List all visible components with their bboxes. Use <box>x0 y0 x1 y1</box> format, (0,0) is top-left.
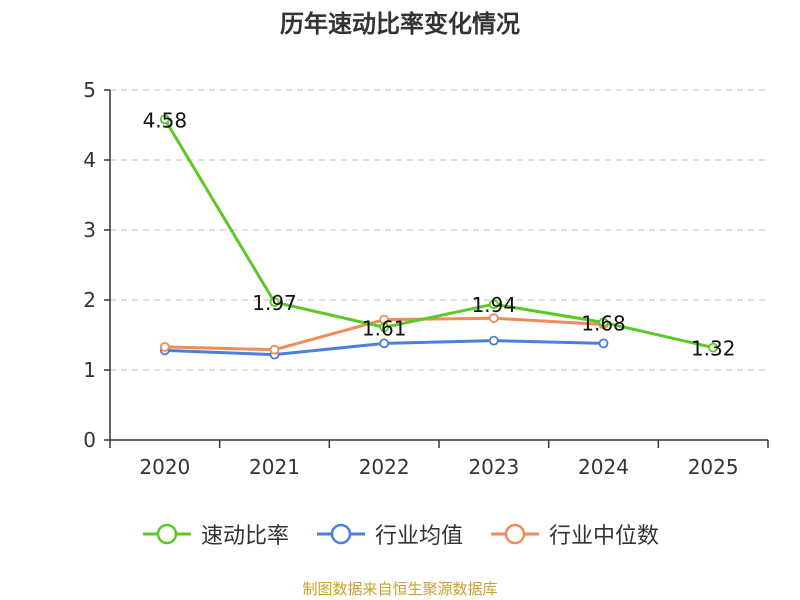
x-tick-label: 2025 <box>688 455 739 479</box>
x-tick-label: 2024 <box>578 455 629 479</box>
chart-title: 历年速动比率变化情况 <box>280 10 520 38</box>
y-tick-label: 0 <box>83 428 96 452</box>
legend-line-icon <box>491 523 539 545</box>
legend-item-industry-median[interactable]: 行业中位数 <box>489 518 659 550</box>
data-label: 1.97 <box>252 291 297 315</box>
data-point <box>379 338 390 349</box>
x-tick-label: 2021 <box>249 455 300 479</box>
legend: 速动比率 行业均值 行业中位数 <box>0 518 800 550</box>
y-tick-label: 1 <box>83 358 96 382</box>
data-label: 1.61 <box>362 316 407 340</box>
legend-item-quick-ratio[interactable]: 速动比率 <box>141 518 289 550</box>
legend-label: 行业中位数 <box>549 524 660 549</box>
legend-line-icon <box>142 523 191 545</box>
legend-item-industry-mean[interactable]: 行业均值 <box>315 518 463 550</box>
source-note: 制图数据来自恒生聚源数据库 <box>302 580 498 598</box>
data-label: 4.58 <box>143 108 188 132</box>
data-point <box>159 341 170 352</box>
data-point <box>708 342 719 353</box>
data-point <box>488 313 499 324</box>
legend-label: 行业均值 <box>374 524 463 549</box>
x-tick-label: 2023 <box>468 455 519 479</box>
data-point <box>379 322 390 333</box>
y-tick-label: 5 <box>83 78 96 102</box>
data-point <box>269 344 280 355</box>
data-point <box>269 297 280 308</box>
legend-label: 速动比率 <box>200 524 289 549</box>
data-label: 1.68 <box>581 311 626 335</box>
data-point <box>488 335 499 346</box>
data-point <box>598 317 609 328</box>
x-tick-label: 2020 <box>139 455 190 479</box>
data-label: 1.32 <box>691 337 736 361</box>
y-tick-label: 3 <box>83 218 96 242</box>
data-point <box>488 299 499 310</box>
series-line <box>163 118 714 350</box>
data-point <box>598 338 609 349</box>
x-tick-label: 2022 <box>359 455 410 479</box>
data-label: 1.94 <box>472 293 517 317</box>
y-tick-label: 4 <box>83 148 96 172</box>
data-point <box>159 114 170 125</box>
legend-line-icon <box>316 523 365 545</box>
y-tick-label: 2 <box>83 288 96 312</box>
